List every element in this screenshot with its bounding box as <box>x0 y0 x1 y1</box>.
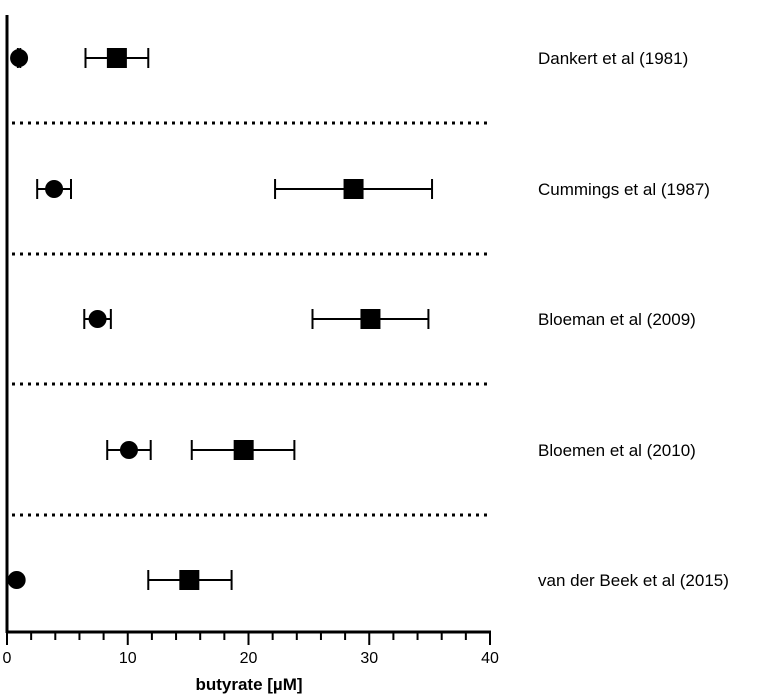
study-labels: Dankert et al (1981) Cummings et al (1987… <box>538 49 729 590</box>
circle-point <box>119 441 138 459</box>
x-tick-label: 10 <box>119 650 137 667</box>
study-label: Bloemen et al (2010) <box>538 441 696 460</box>
square-point <box>360 309 381 329</box>
study-label: Cummings et al (1987) <box>538 180 710 199</box>
data-markers <box>7 48 381 590</box>
study-label: Bloeman et al (2009) <box>538 310 696 329</box>
square-point <box>233 440 254 460</box>
square-point <box>106 48 127 68</box>
circle-point <box>88 310 107 328</box>
x-tick-label: 20 <box>240 650 258 667</box>
x-ticks: 0 10 20 30 40 <box>3 632 499 667</box>
x-tick-label: 40 <box>481 650 499 667</box>
x-tick-label: 0 <box>3 650 12 667</box>
square-point <box>179 570 200 590</box>
study-label: van der Beek et al (2015) <box>538 571 729 590</box>
circle-point <box>45 180 64 198</box>
x-axis-label: butyrate [µM] <box>195 675 302 694</box>
circle-point <box>10 49 29 67</box>
study-label: Dankert et al (1981) <box>538 49 688 68</box>
square-point <box>343 179 364 199</box>
x-tick-label: 30 <box>360 650 378 667</box>
circle-point <box>7 571 26 589</box>
axes <box>5 15 491 634</box>
row-separators <box>12 121 492 517</box>
